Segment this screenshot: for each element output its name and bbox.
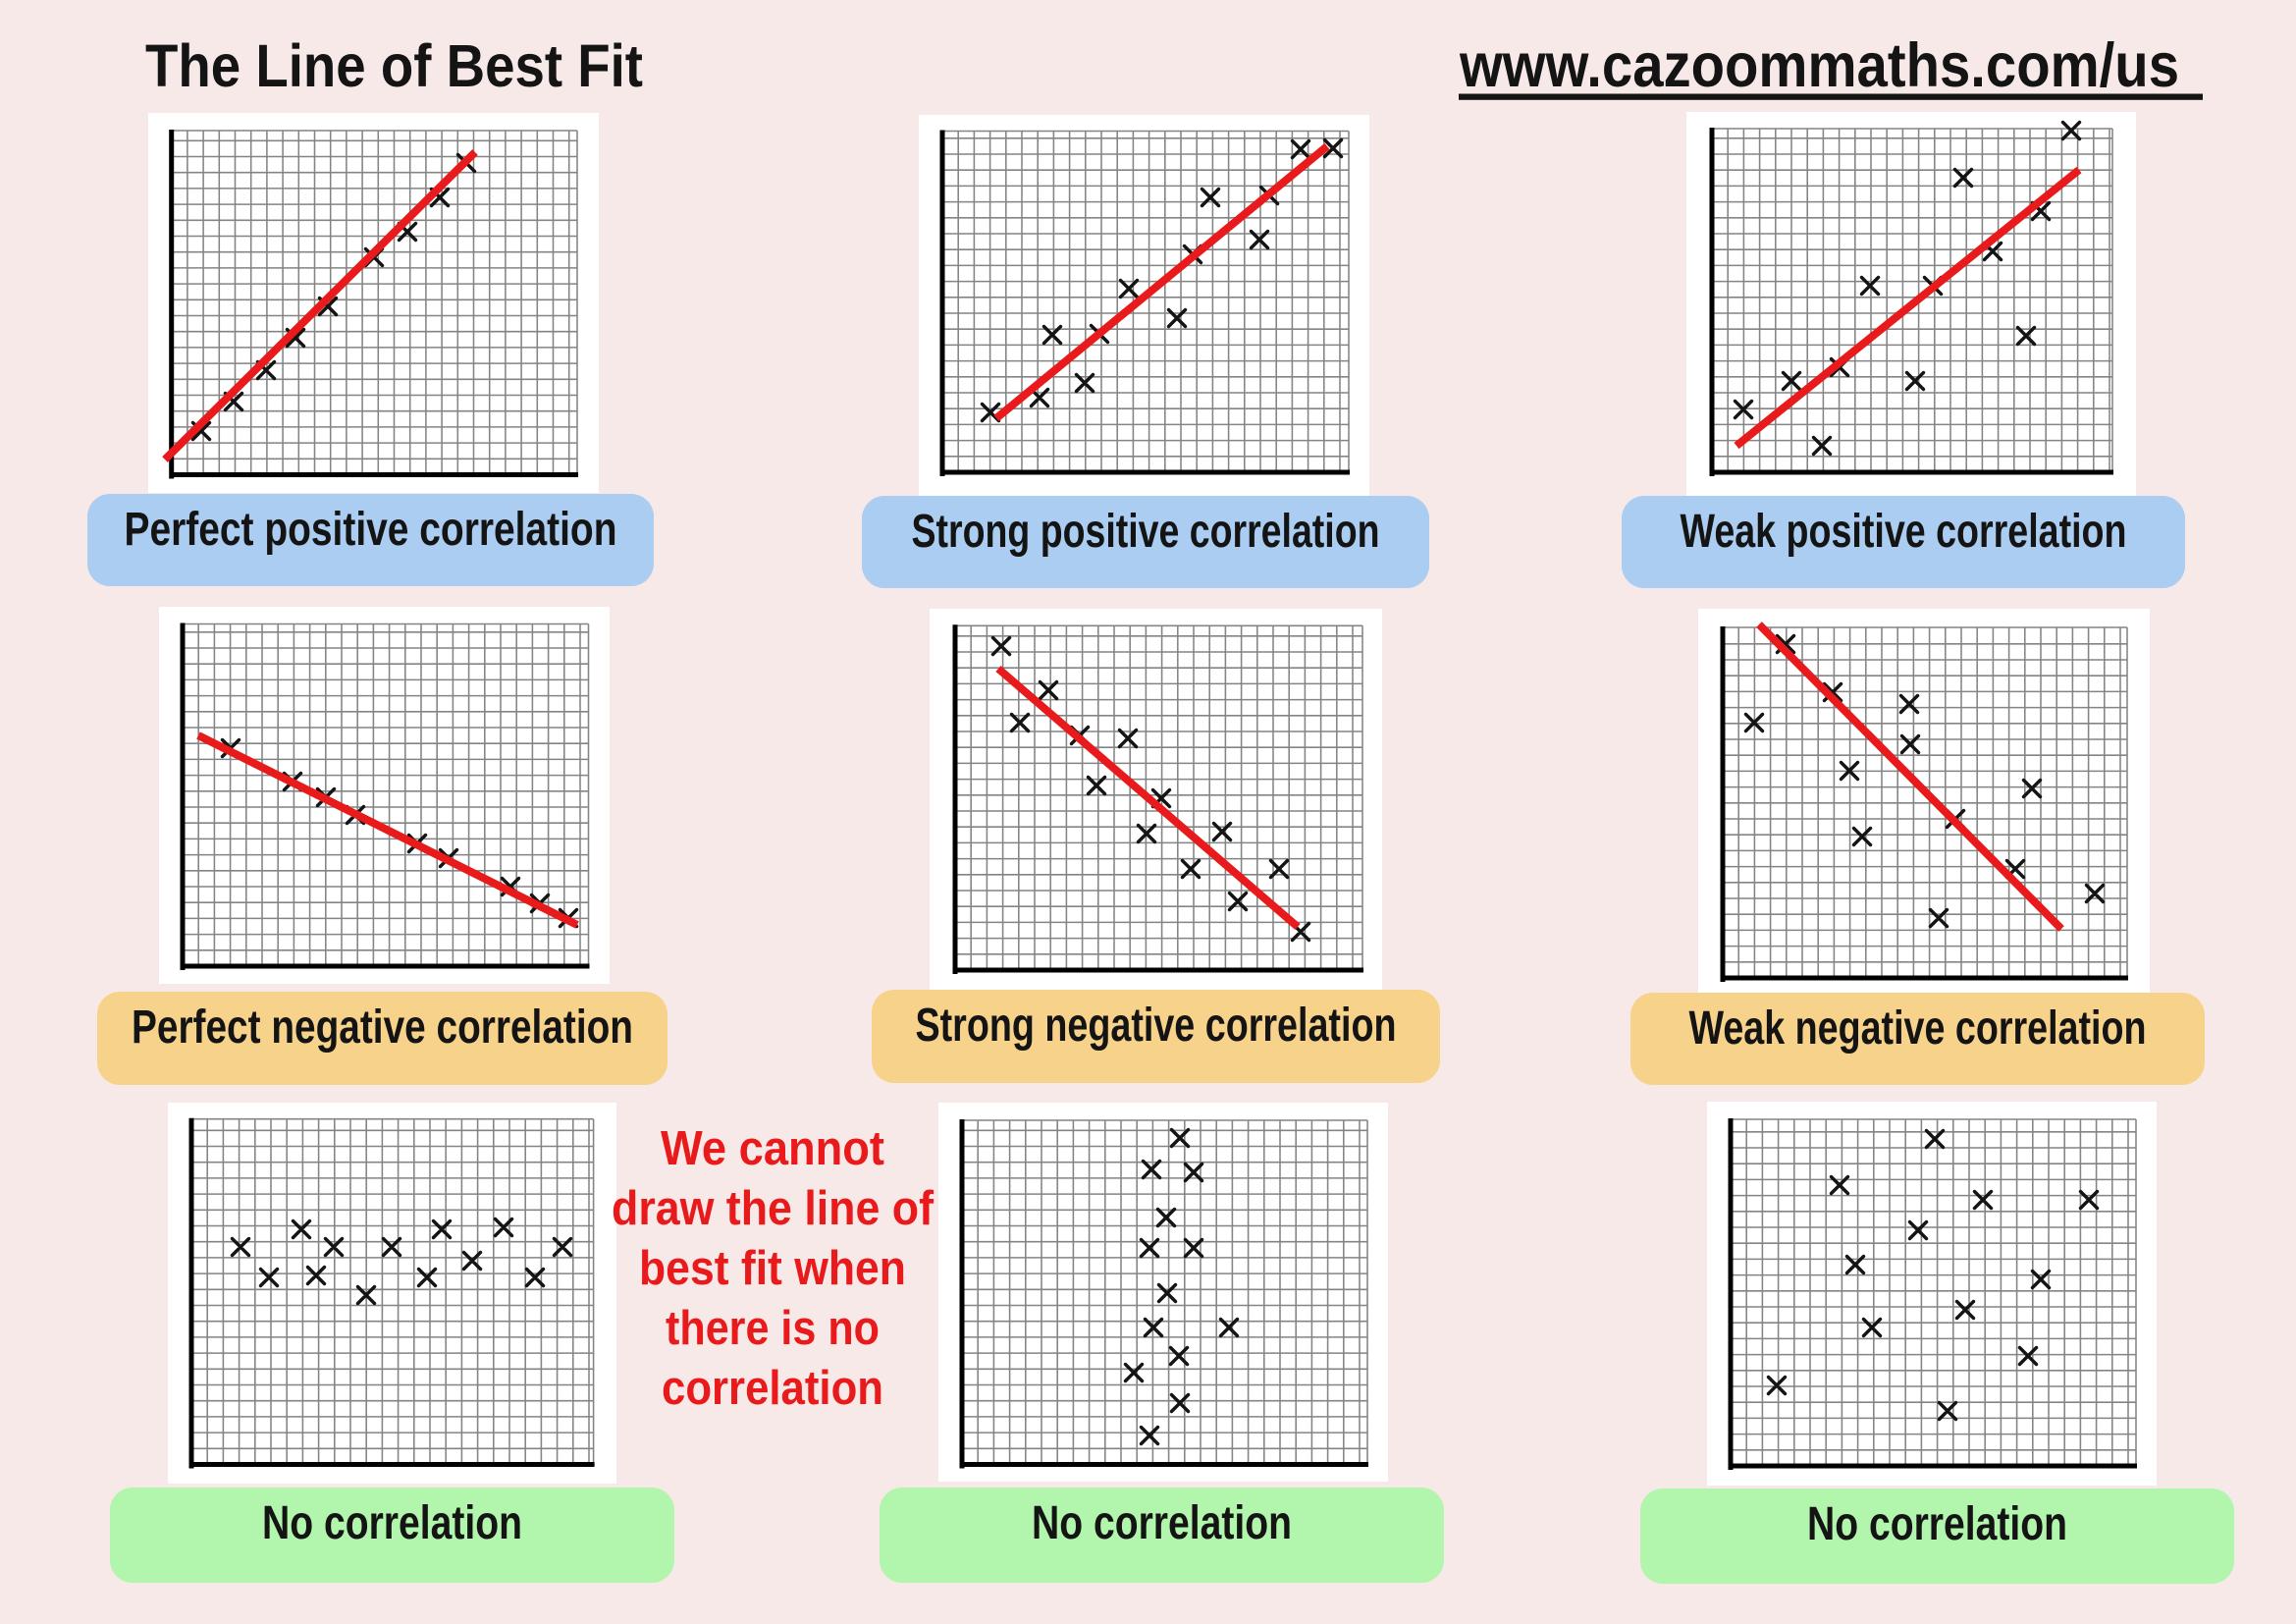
- svg-text:Strong positive correlation: Strong positive correlation: [912, 506, 1380, 558]
- svg-text:Perfect positive correlation: Perfect positive correlation: [125, 504, 617, 556]
- svg-text:No correlation: No correlation: [262, 1497, 522, 1549]
- svg-text:We cannot: We cannot: [661, 1122, 884, 1175]
- svg-text:No correlation: No correlation: [1807, 1498, 2067, 1550]
- svg-text:www.cazoommaths.com/us: www.cazoommaths.com/us: [1459, 31, 2179, 100]
- svg-text:correlation: correlation: [662, 1362, 883, 1415]
- svg-text:best fit when: best fit when: [639, 1242, 906, 1295]
- svg-text:there is no: there is no: [666, 1302, 880, 1355]
- svg-text:draw the line of: draw the line of: [612, 1182, 934, 1235]
- svg-text:No correlation: No correlation: [1032, 1497, 1292, 1549]
- svg-text:The Line of Best Fit: The Line of Best Fit: [145, 32, 643, 99]
- svg-text:Weak positive correlation: Weak positive correlation: [1681, 506, 2127, 558]
- svg-text:Weak negative correlation: Weak negative correlation: [1689, 1002, 2147, 1055]
- svg-text:Strong negative correlation: Strong negative correlation: [916, 1000, 1397, 1052]
- svg-text:Perfect negative correlation: Perfect negative correlation: [132, 1001, 633, 1054]
